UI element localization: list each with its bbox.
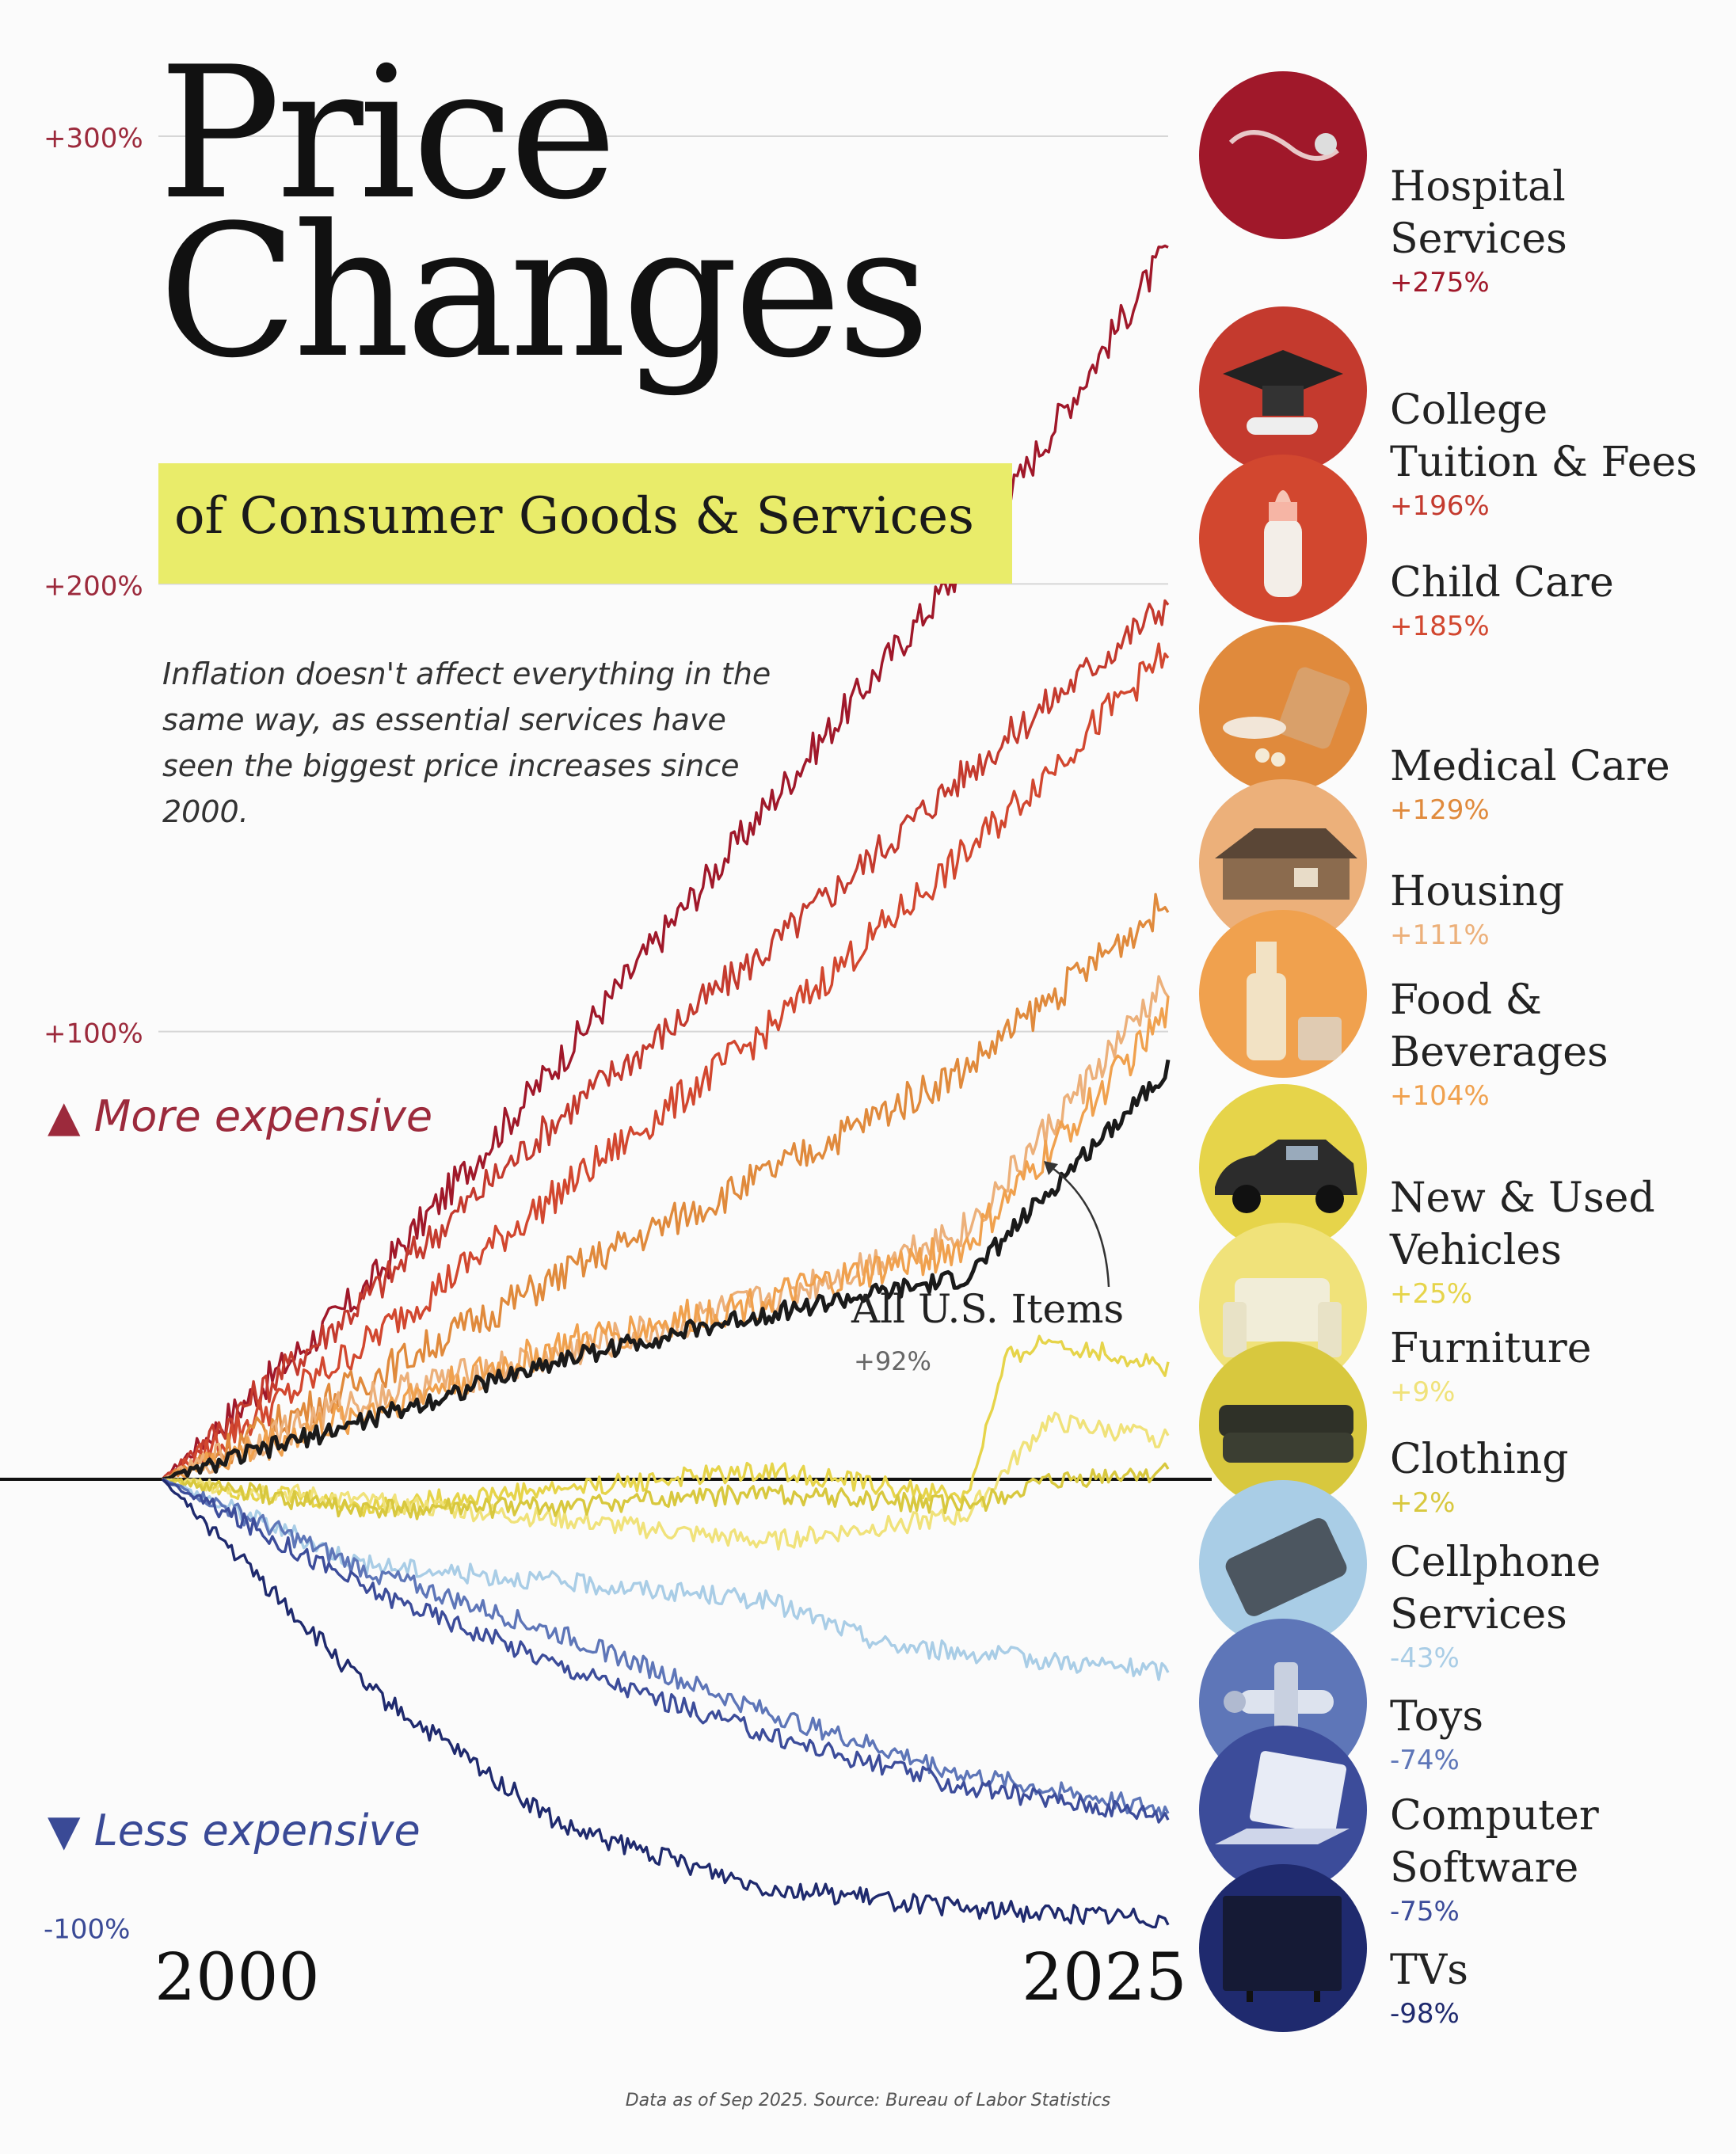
y-tick-label: +100% (44, 1018, 143, 1050)
graduation-cap-icon (1223, 350, 1343, 435)
annotation-value: +92% (854, 1346, 931, 1376)
toy-plane-icon (1224, 1662, 1334, 1741)
category-percent: +129% (1390, 794, 1490, 826)
category-name: Child Care (1390, 559, 1614, 607)
y-tick-label: +200% (44, 570, 143, 602)
category-name: College Tuition & Fees (1390, 386, 1697, 486)
category-name: Hospital Services (1390, 163, 1567, 263)
series-line (162, 1059, 1171, 1482)
category-name: Food & Beverages (1390, 976, 1608, 1076)
folded-clothes-icon (1219, 1405, 1353, 1463)
less-expensive-label: ▼ Less expensive (48, 1806, 421, 1855)
title-line-2: Changes (158, 187, 931, 398)
subtitle-highlight (158, 463, 1012, 584)
category-name: Computer Software (1390, 1792, 1599, 1892)
series-line (162, 1478, 1170, 1681)
category-percent: +2% (1390, 1487, 1456, 1519)
series-line (161, 642, 1170, 1481)
series-line (161, 1478, 1170, 1929)
category-image-circle (1199, 1726, 1367, 1893)
page-title: Price Changes (158, 29, 931, 398)
description-text: Inflation doesn't affect everything in t… (162, 656, 771, 829)
source-note: Data as of Sep 2025. Source: Bureau of L… (625, 2091, 1111, 2110)
category-image-circle (1199, 1084, 1367, 1252)
stethoscope-icon (1228, 130, 1339, 161)
category-image-circle (1199, 625, 1367, 793)
category-percent: +9% (1390, 1376, 1456, 1408)
pill-bottle-icon (1223, 667, 1350, 767)
category-image-circle (1199, 1864, 1367, 2032)
category-percent: -43% (1390, 1642, 1460, 1674)
category-name: Cellphone Services (1390, 1539, 1601, 1638)
category-percent: -74% (1390, 1745, 1460, 1776)
baby-bottle-icon (1264, 490, 1302, 597)
up-triangle-icon: ▲ (48, 1091, 94, 1141)
category-name: TVs (1390, 1947, 1468, 1994)
series-line (162, 1462, 1170, 1520)
annotation-label: All U.S. Items (851, 1286, 1124, 1332)
category-percent: +275% (1390, 267, 1490, 299)
category-percent: +185% (1390, 611, 1490, 642)
category-percent: -75% (1390, 1896, 1460, 1928)
page-subtitle: of Consumer Goods & Services (174, 487, 974, 546)
series-line (162, 1478, 1170, 1824)
category-image-circle (1199, 455, 1367, 622)
category-image-circle (1199, 306, 1367, 474)
y-tick-label: -100% (44, 1913, 130, 1945)
category-percent: +111% (1390, 919, 1490, 951)
car-icon (1215, 1140, 1357, 1213)
x-tick-label: 2000 (154, 1940, 320, 2015)
category-image-circle (1199, 71, 1367, 239)
category-percent: +196% (1390, 490, 1490, 522)
category-image-circle (1199, 910, 1367, 1078)
category-name: New & Used Vehicles (1390, 1174, 1655, 1274)
title-line-1: Price (158, 29, 617, 240)
annotation-arrow (1046, 1163, 1110, 1288)
series-line (161, 599, 1170, 1481)
category-name: Clothing (1390, 1436, 1569, 1483)
bottle-icon (1247, 942, 1342, 1060)
armchair-icon (1223, 1278, 1342, 1357)
category-percent: -98% (1390, 1998, 1460, 2030)
phone-icon (1225, 1518, 1347, 1616)
y-tick-label: +300% (44, 123, 143, 154)
series-line (162, 892, 1170, 1481)
series-line (162, 1478, 1170, 1819)
more-expensive-label: ▲ More expensive (48, 1091, 433, 1141)
x-tick-label: 2025 (1022, 1940, 1187, 2015)
category-name: Furniture (1390, 1325, 1592, 1372)
category-name: Housing (1390, 868, 1565, 915)
down-triangle-icon: ▼ (48, 1806, 94, 1855)
category-name: Medical Care (1390, 743, 1670, 790)
category-name: Toys (1390, 1693, 1484, 1741)
tv-icon (1223, 1896, 1342, 2002)
house-icon (1215, 828, 1357, 900)
laptop-icon (1215, 1751, 1350, 1844)
annotation-arrowhead (1044, 1161, 1058, 1175)
category-percent: +25% (1390, 1278, 1473, 1310)
category-percent: +104% (1390, 1080, 1490, 1112)
